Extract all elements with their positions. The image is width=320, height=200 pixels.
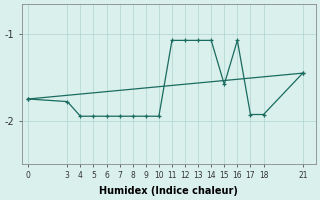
X-axis label: Humidex (Indice chaleur): Humidex (Indice chaleur) — [99, 186, 238, 196]
